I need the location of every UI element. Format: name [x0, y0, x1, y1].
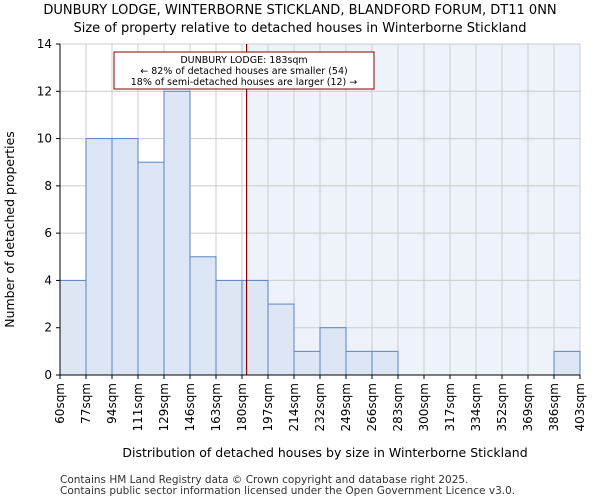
- x-tick-label: 214sqm: [287, 383, 301, 431]
- annotation-line: 18% of semi-detached houses are larger (…: [131, 77, 358, 88]
- histogram-bar: [371, 350, 399, 376]
- y-tick-label: 6: [44, 226, 52, 240]
- x-tick-label: 232sqm: [313, 383, 327, 431]
- x-tick-label: 317sqm: [443, 383, 457, 431]
- x-tick-label: 283sqm: [391, 383, 405, 431]
- highlight-region: [246, 44, 580, 375]
- y-tick-label: 2: [44, 321, 52, 335]
- x-axis-label: Distribution of detached houses by size …: [122, 445, 527, 460]
- y-tick-label: 12: [37, 84, 52, 98]
- histogram-bar: [137, 161, 165, 376]
- y-tick-label: 4: [44, 273, 52, 287]
- x-tick-label: 386sqm: [547, 383, 561, 431]
- x-tick-label: 334sqm: [469, 383, 483, 431]
- x-tick-label: 369sqm: [521, 383, 535, 431]
- histogram-bar: [293, 350, 321, 376]
- x-tick-label: 266sqm: [365, 383, 379, 431]
- histogram-bar: [345, 350, 373, 376]
- histogram-bar: [111, 138, 139, 376]
- y-axis-label: Number of detached properties: [2, 131, 17, 328]
- x-tick-label: 146sqm: [183, 383, 197, 431]
- x-tick-label: 77sqm: [79, 383, 93, 424]
- y-tick-label: 0: [44, 368, 52, 382]
- x-tick-label: 249sqm: [339, 383, 353, 431]
- chart-title: DUNBURY LODGE, WINTERBORNE STICKLAND, BL…: [43, 3, 557, 18]
- x-tick-label: 111sqm: [131, 383, 145, 431]
- x-tick-label: 60sqm: [53, 383, 67, 424]
- chart-subtitle: Size of property relative to detached ho…: [73, 21, 527, 36]
- y-tick-label: 14: [37, 37, 52, 51]
- annotation-line: DUNBURY LODGE: 183sqm: [180, 55, 307, 66]
- histogram-bar: [267, 303, 295, 376]
- histogram-bar: [189, 256, 217, 376]
- histogram-bar: [553, 350, 581, 376]
- annotation-line: ← 82% of detached houses are smaller (54…: [140, 66, 347, 77]
- x-tick-label: 180sqm: [235, 383, 249, 431]
- footer-line-2: Contains public sector information licen…: [60, 485, 516, 497]
- annotation-box: [113, 51, 375, 90]
- x-tick-label: 94sqm: [105, 383, 119, 424]
- x-tick-label: 129sqm: [157, 383, 171, 431]
- x-tick-label: 352sqm: [495, 383, 509, 431]
- x-tick-label: 197sqm: [261, 383, 275, 431]
- y-tick-label: 8: [44, 179, 52, 193]
- footer-line-1: Contains HM Land Registry data © Crown c…: [60, 474, 469, 486]
- histogram-bar: [319, 327, 347, 376]
- histogram-bar: [85, 138, 113, 376]
- x-tick-label: 163sqm: [209, 383, 223, 431]
- histogram-bar: [215, 279, 243, 376]
- y-tick-label: 10: [37, 132, 52, 146]
- histogram-bar: [241, 279, 269, 376]
- x-tick-label: 300sqm: [417, 383, 431, 431]
- x-tick-label: 403sqm: [573, 383, 587, 431]
- histogram-bar: [59, 279, 87, 376]
- histogram-bar: [163, 90, 191, 376]
